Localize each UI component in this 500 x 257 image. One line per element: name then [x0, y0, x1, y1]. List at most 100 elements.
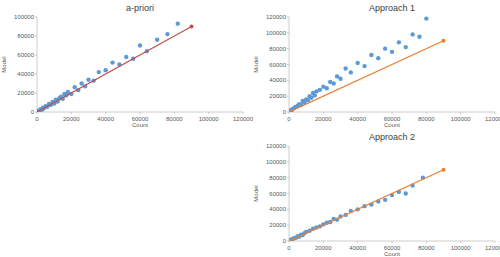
line-marker: [289, 239, 291, 241]
line-marker: [37, 110, 39, 112]
y-tick: [287, 225, 289, 226]
reference-line: [289, 170, 444, 241]
y-tick: [35, 17, 37, 18]
x-tick: [392, 112, 393, 114]
reference-line: [37, 27, 192, 113]
x-tick-label: 40000: [97, 116, 114, 122]
y-tick: [35, 74, 37, 75]
y-tick-label: 20000: [269, 222, 286, 228]
y-tick: [35, 112, 37, 113]
y-tick-label: 60000: [17, 52, 34, 58]
x-tick: [426, 241, 427, 243]
y-tick-label: 20000: [269, 93, 286, 99]
y-tick: [287, 241, 289, 242]
y-axis-label: Model: [253, 185, 259, 201]
x-tick-label: 40000: [349, 245, 366, 251]
scatter-point: [376, 56, 380, 60]
x-tick-label: 100000: [451, 116, 472, 122]
scatter-point: [390, 50, 394, 54]
chart-title: Approach 1: [369, 3, 415, 13]
y-tick: [287, 80, 289, 81]
scatter-point: [404, 191, 408, 195]
scatter-point: [103, 68, 107, 72]
scatter-point: [338, 77, 342, 81]
y-tick: [287, 177, 289, 178]
scatter-point: [362, 64, 366, 68]
scatter-point: [318, 88, 322, 92]
plot-area: [289, 16, 446, 112]
y-tick-label: 20000: [17, 90, 34, 96]
y-tick-label: 60000: [269, 62, 286, 68]
x-tick: [323, 241, 324, 243]
y-tick: [287, 161, 289, 162]
y-tick-label: 60000: [269, 191, 286, 197]
y-tick: [287, 209, 289, 210]
x-tick-label: 120000: [485, 116, 500, 122]
y-tick-label: 80000: [269, 46, 286, 52]
chart-title: a-priori: [126, 3, 154, 13]
x-tick-label: 80000: [418, 116, 435, 122]
y-tick-label: 100000: [266, 30, 287, 36]
x-tick: [357, 241, 358, 243]
y-tick-label: 40000: [17, 71, 34, 77]
y-tick: [287, 32, 289, 33]
x-tick-label: 100000: [199, 116, 220, 122]
scatter-point: [313, 93, 317, 97]
y-tick: [287, 17, 289, 18]
scatter-point: [331, 81, 335, 85]
scatter-point: [369, 53, 373, 57]
scatter-point: [343, 66, 347, 70]
x-tick: [495, 241, 496, 243]
x-tick-label: 20000: [63, 116, 80, 122]
y-tick: [287, 193, 289, 194]
scatter-point: [397, 40, 401, 44]
y-axis-label: Model: [253, 56, 259, 72]
x-tick-label: 80000: [418, 245, 435, 251]
x-tick-label: 20000: [315, 245, 332, 251]
chart-title: Approach 2: [369, 132, 415, 142]
x-tick: [208, 112, 209, 114]
x-tick: [174, 112, 175, 114]
line-marker: [442, 39, 446, 43]
y-tick: [287, 146, 289, 147]
x-tick-label: 120000: [485, 245, 500, 251]
x-tick: [140, 112, 141, 114]
y-axis-label: Model: [1, 56, 7, 72]
scatter-point: [349, 70, 353, 74]
x-tick: [71, 112, 72, 114]
y-tick-label: 80000: [269, 175, 286, 181]
scatter-point: [165, 32, 169, 36]
scatter-point: [86, 78, 90, 82]
x-tick: [426, 112, 427, 114]
y-tick-label: 120000: [266, 14, 287, 20]
chart-panel: Approach 1 0 20000 40000 60000 80000 100000 120…: [253, 3, 500, 128]
line-marker: [289, 110, 291, 112]
y-tick: [35, 36, 37, 37]
scatter-point: [325, 86, 329, 90]
y-tick-label: 0: [283, 238, 287, 244]
scatter-point: [155, 38, 159, 42]
scatter-point: [97, 70, 101, 74]
x-axis-label: Count: [384, 122, 400, 128]
y-tick-label: 0: [283, 109, 287, 115]
chart-panel: a-priori02000040000600008000010000012000…: [1, 3, 254, 128]
scatter-point: [73, 85, 77, 89]
x-tick-label: 0: [287, 116, 291, 122]
chart-panel: Approach 2020000400006000080000100000120…: [253, 132, 500, 257]
scatter-point: [176, 21, 180, 25]
x-tick-label: 20000: [315, 116, 332, 122]
x-tick-label: 40000: [349, 116, 366, 122]
y-tick-label: 100000: [14, 14, 35, 20]
plot-area: [37, 21, 194, 112]
x-axis-label: Count: [384, 251, 400, 257]
y-tick: [287, 64, 289, 65]
scatter-point: [410, 32, 414, 36]
x-tick: [243, 112, 244, 114]
scatter-point: [79, 81, 83, 85]
scatter-point: [110, 60, 114, 64]
x-tick-label: 0: [287, 245, 291, 251]
y-tick-label: 120000: [266, 143, 287, 149]
x-tick: [460, 112, 461, 114]
scatter-point: [138, 43, 142, 47]
y-tick-label: 0: [31, 109, 35, 115]
